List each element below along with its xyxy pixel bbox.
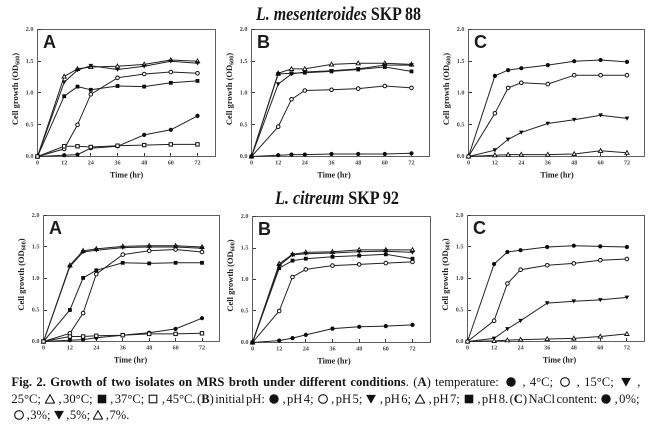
svg-text:1.0: 1.0 bbox=[26, 90, 34, 97]
svg-text:12: 12 bbox=[276, 346, 282, 353]
svg-text:1.0: 1.0 bbox=[32, 275, 40, 282]
svg-text:36: 36 bbox=[544, 345, 550, 352]
svg-text:Time (hr): Time (hr) bbox=[317, 356, 351, 365]
svg-text:1.5: 1.5 bbox=[32, 244, 40, 251]
svg-text:48: 48 bbox=[146, 345, 152, 352]
svg-text:12: 12 bbox=[491, 345, 497, 352]
svg-text:0.0: 0.0 bbox=[240, 153, 248, 160]
svg-text:24: 24 bbox=[88, 160, 94, 167]
svg-text:48: 48 bbox=[571, 345, 577, 352]
svg-text:2.0: 2.0 bbox=[26, 26, 34, 33]
svg-text:Time (hr): Time (hr) bbox=[540, 170, 574, 179]
svg-text:0.5: 0.5 bbox=[456, 307, 464, 314]
svg-text:0: 0 bbox=[250, 160, 253, 167]
svg-text:1.5: 1.5 bbox=[457, 58, 465, 65]
svg-text:1.0: 1.0 bbox=[456, 275, 464, 282]
svg-text:Cell growth (OD600): Cell growth (OD600) bbox=[440, 238, 452, 310]
svg-text:1.5: 1.5 bbox=[26, 58, 34, 65]
svg-text:A: A bbox=[43, 32, 56, 52]
svg-text:48: 48 bbox=[141, 160, 147, 167]
svg-text:A: A bbox=[49, 218, 62, 238]
svg-text:1.5: 1.5 bbox=[241, 245, 249, 252]
svg-text:60: 60 bbox=[597, 345, 603, 352]
svg-text:Time (hr): Time (hr) bbox=[110, 170, 144, 179]
svg-text:B: B bbox=[258, 219, 271, 239]
svg-text:48: 48 bbox=[356, 346, 362, 353]
svg-text:0: 0 bbox=[466, 345, 469, 352]
svg-text:0.0: 0.0 bbox=[32, 338, 40, 345]
svg-text:36: 36 bbox=[329, 346, 335, 353]
svg-text:72: 72 bbox=[408, 160, 414, 167]
svg-text:0.5: 0.5 bbox=[32, 307, 40, 314]
svg-text:1.0: 1.0 bbox=[457, 90, 465, 97]
svg-text:36: 36 bbox=[120, 345, 126, 352]
svg-text:0.5: 0.5 bbox=[241, 308, 249, 315]
svg-text:1.5: 1.5 bbox=[456, 244, 464, 251]
svg-text:1.0: 1.0 bbox=[241, 276, 249, 283]
svg-text:0: 0 bbox=[251, 346, 254, 353]
svg-text:60: 60 bbox=[383, 346, 389, 353]
svg-text:24: 24 bbox=[302, 160, 308, 167]
svg-text:72: 72 bbox=[624, 160, 630, 167]
svg-text:72: 72 bbox=[409, 346, 415, 353]
svg-text:1.0: 1.0 bbox=[240, 90, 248, 97]
svg-text:12: 12 bbox=[275, 160, 281, 167]
svg-text:2.0: 2.0 bbox=[241, 213, 249, 220]
svg-text:Time (hr): Time (hr) bbox=[114, 355, 148, 364]
svg-text:C: C bbox=[474, 32, 487, 52]
svg-text:12: 12 bbox=[67, 345, 73, 352]
svg-text:60: 60 bbox=[173, 345, 179, 352]
svg-text:72: 72 bbox=[194, 160, 200, 167]
svg-text:72: 72 bbox=[624, 345, 630, 352]
svg-text:12: 12 bbox=[492, 160, 498, 167]
svg-text:24: 24 bbox=[518, 345, 524, 352]
svg-text:0.0: 0.0 bbox=[457, 153, 465, 160]
svg-text:C: C bbox=[473, 218, 486, 238]
svg-text:24: 24 bbox=[93, 345, 99, 352]
svg-text:0.0: 0.0 bbox=[26, 153, 34, 160]
svg-text:60: 60 bbox=[598, 160, 604, 167]
svg-text:0: 0 bbox=[42, 345, 45, 352]
svg-text:Cell growth (OD600): Cell growth (OD600) bbox=[16, 238, 28, 310]
svg-text:Cell growth (OD600): Cell growth (OD600) bbox=[225, 239, 237, 311]
svg-text:0.5: 0.5 bbox=[26, 122, 34, 129]
svg-text:36: 36 bbox=[328, 160, 334, 167]
svg-text:0.5: 0.5 bbox=[240, 122, 248, 129]
svg-text:48: 48 bbox=[571, 160, 577, 167]
svg-text:1.5: 1.5 bbox=[240, 58, 248, 65]
svg-text:2.0: 2.0 bbox=[32, 212, 40, 219]
svg-text:Time (hr): Time (hr) bbox=[317, 170, 351, 179]
svg-text:24: 24 bbox=[518, 160, 524, 167]
svg-text:60: 60 bbox=[382, 160, 388, 167]
svg-text:60: 60 bbox=[168, 160, 174, 167]
svg-text:2.0: 2.0 bbox=[456, 212, 464, 219]
svg-text:36: 36 bbox=[545, 160, 551, 167]
svg-text:12: 12 bbox=[61, 160, 67, 167]
svg-text:0: 0 bbox=[467, 160, 470, 167]
svg-text:Cell growth (OD600): Cell growth (OD600) bbox=[441, 53, 453, 125]
svg-text:0: 0 bbox=[36, 160, 39, 167]
svg-text:Cell growth (OD600): Cell growth (OD600) bbox=[10, 53, 22, 125]
svg-text:0.0: 0.0 bbox=[241, 339, 249, 346]
svg-text:36: 36 bbox=[114, 160, 120, 167]
svg-text:B: B bbox=[257, 32, 270, 52]
svg-text:Cell growth (OD600): Cell growth (OD600) bbox=[224, 53, 236, 125]
svg-text:48: 48 bbox=[355, 160, 361, 167]
svg-text:0.5: 0.5 bbox=[457, 122, 465, 129]
svg-text:2.0: 2.0 bbox=[457, 26, 465, 33]
svg-text:72: 72 bbox=[199, 345, 205, 352]
svg-text:0.0: 0.0 bbox=[456, 338, 464, 345]
svg-text:24: 24 bbox=[303, 346, 309, 353]
svg-text:2.0: 2.0 bbox=[240, 26, 248, 33]
svg-text:Time (hr): Time (hr) bbox=[543, 355, 577, 364]
